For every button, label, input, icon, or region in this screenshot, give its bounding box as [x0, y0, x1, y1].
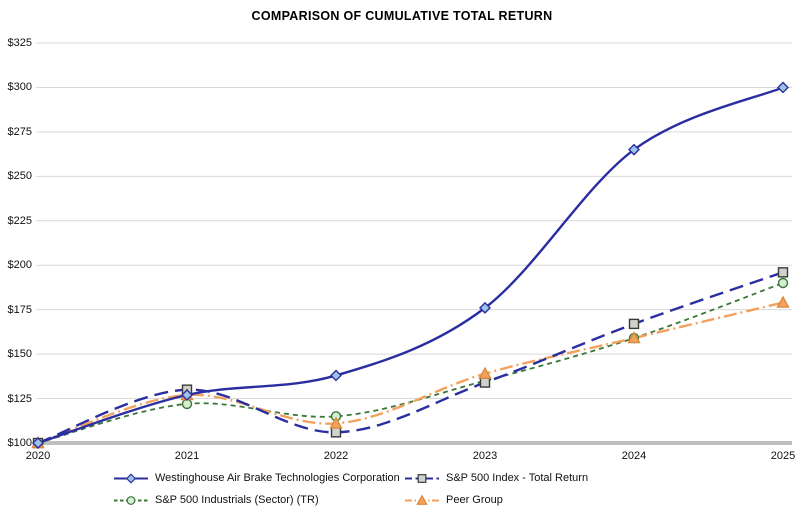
x-tick-label: 2024	[621, 450, 647, 462]
triangle-marker	[478, 366, 492, 379]
diamond-marker	[479, 301, 491, 314]
series-line-0	[37, 86, 784, 445]
circle-marker	[126, 495, 136, 505]
diamond-marker	[32, 437, 44, 449]
diamond-marker	[330, 369, 342, 382]
y-tick-label: $150	[7, 348, 32, 361]
x-tick-label: 2021	[174, 450, 200, 462]
legend-swatch	[405, 494, 439, 505]
y-tick-label: $275	[7, 125, 32, 138]
triangle-marker	[627, 331, 641, 344]
legend-swatch	[114, 495, 148, 505]
legend-label: Peer Group	[446, 494, 503, 506]
y-tick-label: $200	[7, 259, 32, 272]
diamond-marker	[628, 143, 640, 156]
square-marker	[777, 267, 789, 278]
square-marker	[479, 377, 491, 388]
diamond-marker	[181, 389, 193, 401]
legend-item: S&P 500 Industrials (Sector) (TR)	[113, 493, 319, 507]
triangle-marker	[329, 416, 343, 429]
square-marker	[330, 427, 342, 438]
legend-item: Westinghouse Air Brake Technologies Corp…	[113, 471, 400, 485]
y-tick-label: $300	[7, 81, 32, 94]
y-tick-label: $125	[7, 392, 32, 405]
series-line-2	[37, 282, 784, 444]
x-tick-label: 2020	[25, 450, 51, 462]
y-tick-label: $175	[7, 303, 32, 316]
legend-item: Peer Group	[404, 493, 503, 507]
triangle-marker	[776, 295, 790, 308]
legend-swatch	[405, 473, 439, 483]
y-tick-label: $225	[7, 214, 32, 227]
x-tick-label: 2025	[770, 450, 796, 462]
legend-label: S&P 500 Industrials (Sector) (TR)	[155, 494, 319, 506]
triangle-marker	[416, 494, 428, 505]
chart-title: COMPARISON OF CUMULATIVE TOTAL RETURN	[251, 9, 553, 23]
circle-marker	[777, 277, 789, 289]
y-tick-label: $325	[7, 37, 32, 49]
series-line-3	[37, 301, 784, 445]
x-tick-label: 2023	[472, 450, 498, 462]
diamond-marker	[125, 472, 137, 484]
y-tick-label: $250	[7, 170, 32, 183]
legend-label: S&P 500 Index - Total Return	[446, 472, 589, 484]
legend-item: S&P 500 Index - Total Return	[404, 471, 588, 485]
x-tick-label: 2022	[323, 450, 349, 462]
legend-label: Westinghouse Air Brake Technologies Corp…	[155, 472, 400, 484]
diamond-marker	[777, 81, 789, 94]
series-line-1	[37, 271, 784, 445]
legend-swatch	[114, 472, 148, 484]
square-marker	[628, 318, 640, 330]
y-tick-label: $100	[7, 437, 32, 449]
square-marker	[417, 473, 427, 483]
